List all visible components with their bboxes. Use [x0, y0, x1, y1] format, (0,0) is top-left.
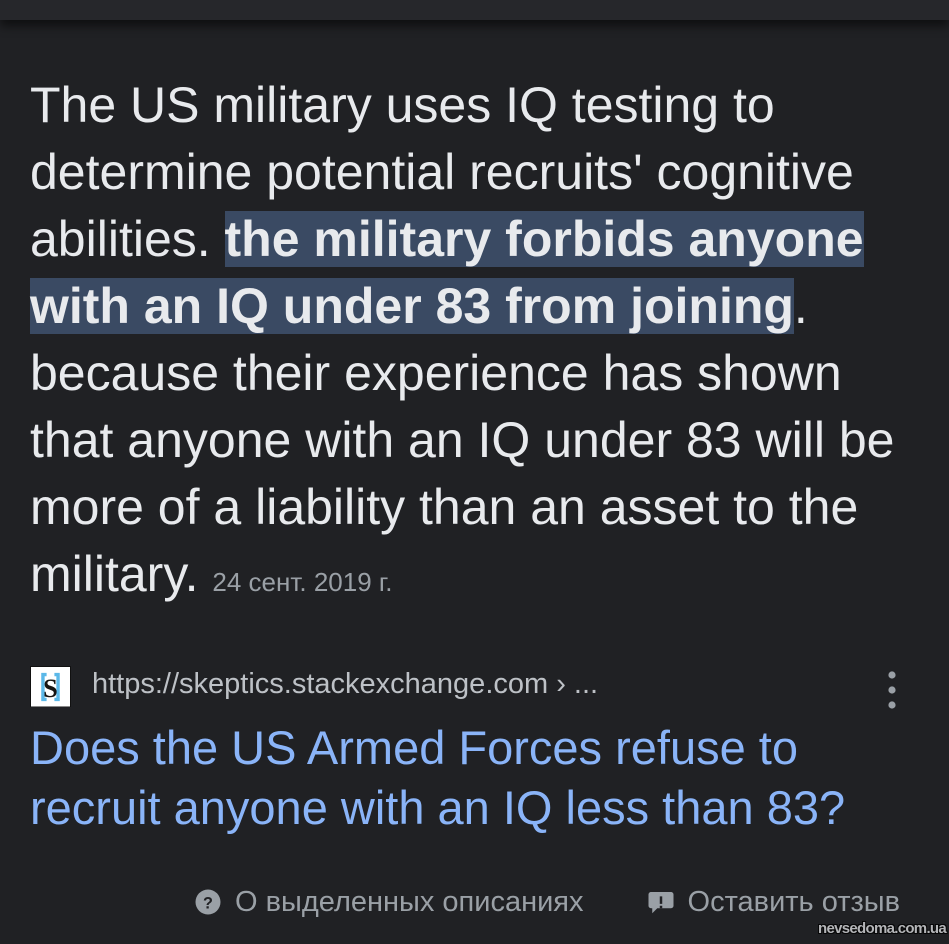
svg-text:S: S: [43, 673, 58, 702]
svg-text:?: ?: [203, 894, 213, 912]
